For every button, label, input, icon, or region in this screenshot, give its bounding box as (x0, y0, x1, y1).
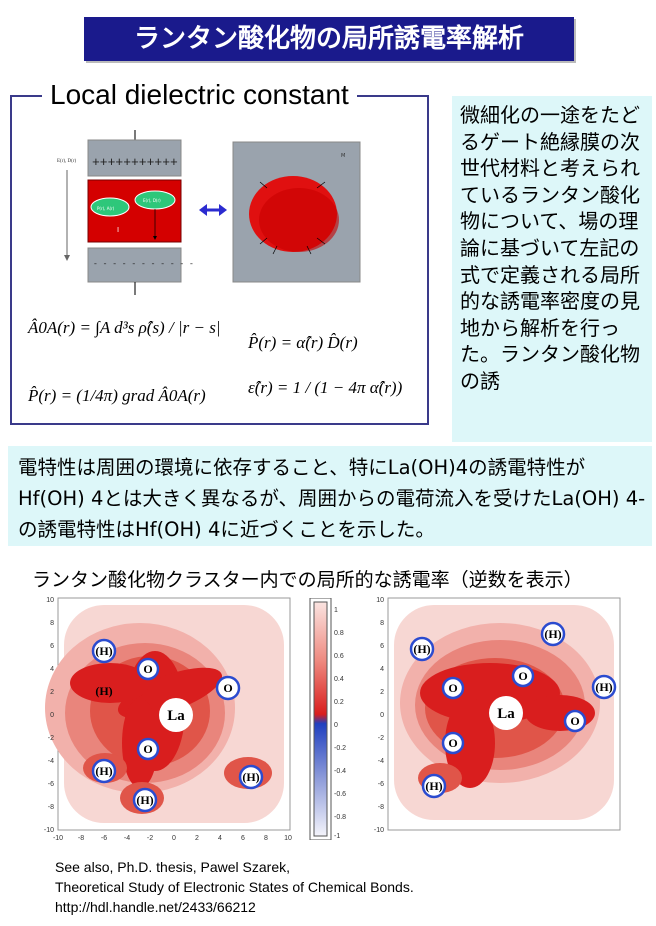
svg-text:10: 10 (376, 597, 384, 604)
svg-text:O: O (143, 742, 152, 756)
capacitor-diagram: E(r), D(r) +++++++++++ P(r), A(r) E(r), … (57, 130, 361, 295)
reference-text: See also, Ph.D. thesis, Pawel Szarek, Th… (55, 859, 414, 915)
svg-text:(H): (H) (595, 680, 612, 694)
svg-text:6: 6 (241, 835, 245, 842)
svg-text:8: 8 (380, 620, 384, 627)
svg-text:0: 0 (172, 835, 176, 842)
svg-text:-8: -8 (78, 835, 84, 842)
formula-polarization-grad: P̂(r) = (1/4π) grad Â0A(r) (28, 386, 206, 405)
svg-text:O: O (570, 714, 579, 728)
field-label: E(r), D(r) (57, 159, 76, 164)
dielectric-map-left: La (H) (H) O O O (H) (H) (H) 10 8 6 4 2 … (44, 597, 292, 842)
side-text-box (452, 96, 652, 442)
left-map-y-ticks: 10 8 6 4 2 0 -2 -4 -6 -8 -10 (44, 597, 54, 834)
svg-text:2: 2 (195, 835, 199, 842)
svg-text:0: 0 (50, 712, 54, 719)
svg-text:-8: -8 (48, 804, 54, 811)
svg-text:(H): (H) (425, 779, 442, 793)
minus-charges: - - - - - - - - - - - (93, 260, 194, 269)
svg-text:-0.8: -0.8 (334, 814, 346, 821)
svg-text:(H): (H) (136, 793, 153, 807)
svg-text:6: 6 (50, 643, 54, 650)
svg-text:O: O (223, 681, 232, 695)
svg-text:1: 1 (334, 607, 338, 614)
svg-text:-10: -10 (53, 835, 63, 842)
svg-text:0: 0 (380, 712, 384, 719)
side-text: 微細化の一途をたどるゲート絶縁膜の次世代材料と考えられているランタン酸化物につい… (460, 103, 640, 393)
svg-text:-6: -6 (101, 835, 107, 842)
svg-text:O: O (143, 662, 152, 676)
svg-text:P(r), A(r): P(r), A(r) (97, 206, 115, 211)
local-dielectric-heading: Local dielectric constant (42, 80, 357, 110)
formula-epsilon: ε̂(r) = 1 / (1 − 4π α̂(r)) (248, 378, 403, 397)
svg-text:(H): (H) (95, 764, 112, 778)
page-title: ランタン酸化物の局所誘電率解析 (84, 17, 574, 61)
plus-charges: +++++++++++ (92, 155, 178, 170)
svg-text:O: O (448, 681, 457, 695)
svg-text:4: 4 (50, 666, 54, 673)
middle-text-box (8, 446, 652, 546)
la-atom-label: La (167, 708, 185, 724)
svg-text:(H): (H) (413, 642, 430, 656)
svg-text:(H): (H) (95, 644, 112, 658)
maps-caption: ランタン酸化物クラスター内での局所的な誘電率（逆数を表示） (32, 569, 583, 591)
svg-text:-2: -2 (48, 735, 54, 742)
svg-text:-2: -2 (378, 735, 384, 742)
svg-text:0.6: 0.6 (334, 653, 344, 660)
svg-text:O: O (448, 736, 457, 750)
left-map-x-ticks: -10 -8 -6 -4 -2 0 2 4 6 8 10 (53, 835, 292, 842)
svg-text:(H): (H) (242, 770, 259, 784)
svg-text:0.8: 0.8 (334, 630, 344, 637)
svg-text:2: 2 (50, 689, 54, 696)
svg-text:-10: -10 (374, 827, 384, 834)
svg-text:-8: -8 (378, 804, 384, 811)
svg-text:-4: -4 (124, 835, 130, 842)
svg-text:-2: -2 (147, 835, 153, 842)
svg-text:(H): (H) (95, 684, 112, 698)
svg-text:-10: -10 (44, 827, 54, 834)
svg-text:8: 8 (50, 620, 54, 627)
svg-text:0: 0 (334, 722, 338, 729)
right-map-y-ticks: 10 8 6 4 2 0 -2 -4 -6 -8 -10 (374, 597, 384, 834)
svg-text:0.4: 0.4 (334, 676, 344, 683)
svg-text:E(r), D(r): E(r), D(r) (143, 198, 161, 203)
middle-text: 電特性は周囲の環境に依存すること、特にLa(OH)4の誘電特性がHf(OH) 4… (18, 456, 646, 541)
medium-label: M (341, 153, 345, 159)
svg-text:-0.2: -0.2 (334, 745, 346, 752)
region-label: I (117, 226, 119, 234)
svg-text:0.2: 0.2 (334, 699, 344, 706)
formula-potential: Â0A(r) = ∫A d³s ρ̂(s) / |r − s| (28, 318, 221, 337)
svg-text:-0.4: -0.4 (334, 768, 346, 775)
svg-text:8: 8 (264, 835, 268, 842)
svg-text:-6: -6 (378, 781, 384, 788)
svg-text:(H): (H) (544, 627, 561, 641)
svg-text:4: 4 (218, 835, 222, 842)
svg-text:-4: -4 (48, 758, 54, 765)
svg-text:10: 10 (284, 835, 292, 842)
svg-text:-4: -4 (378, 758, 384, 765)
svg-text:4: 4 (380, 666, 384, 673)
colorbar: 1 0.8 0.6 0.4 0.2 0 -0.2 -0.4 -0.6 -0.8 … (309, 598, 346, 840)
svg-text:O: O (518, 669, 527, 683)
svg-text:-0.6: -0.6 (334, 791, 346, 798)
svg-text:-1: -1 (334, 833, 340, 840)
svg-text:La: La (497, 706, 515, 722)
formula-polarization-alpha: P̂(r) = α̂(r) D̂(r) (248, 333, 358, 352)
dielectric-map-right: La (H) (H) O O (H) O O (H) 10 8 6 4 2 0 … (374, 597, 621, 834)
svg-text:-6: -6 (48, 781, 54, 788)
svg-text:2: 2 (380, 689, 384, 696)
svg-text:6: 6 (380, 643, 384, 650)
svg-text:10: 10 (46, 597, 54, 604)
